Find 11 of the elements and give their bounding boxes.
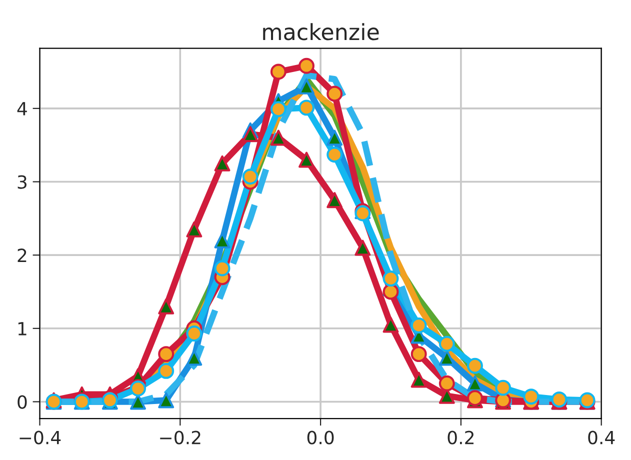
- y-tick-label: 0: [18, 395, 27, 409]
- x-tick-label: −0.4: [20, 430, 61, 444]
- x-tick-label: −0.2: [160, 430, 200, 444]
- x-tick-label: 0.4: [588, 430, 615, 444]
- y-tick-label: 2: [18, 248, 26, 262]
- y-tick-label: 1: [18, 322, 26, 336]
- x-tick-label: 0.0: [307, 430, 334, 444]
- x-tick-label: 0.2: [448, 430, 474, 444]
- y-tick-label: 3: [18, 175, 26, 189]
- y-tick-label: 4: [17, 102, 27, 116]
- chart-title: mackenzie: [263, 23, 379, 40]
